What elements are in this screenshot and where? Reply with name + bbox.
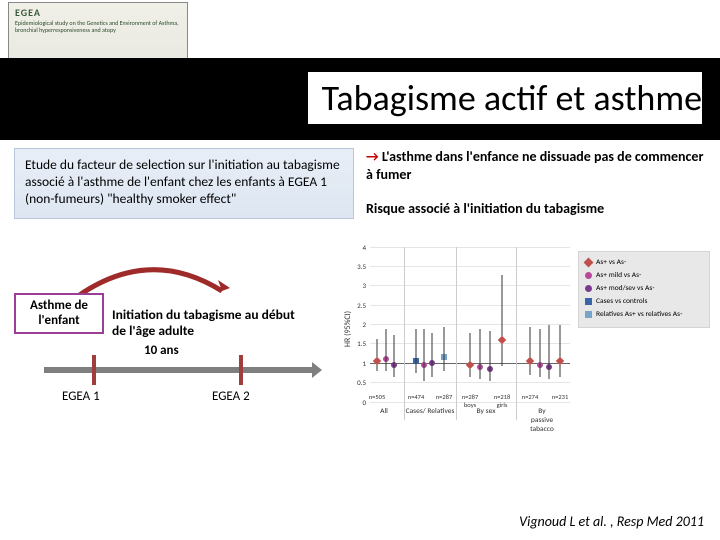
data-point bbox=[499, 337, 505, 343]
citation: Vignoud L et al. , Resp Med 2011 bbox=[519, 513, 704, 530]
x-tick-label: n=287 bbox=[436, 393, 453, 401]
data-point bbox=[527, 358, 533, 364]
timeline-diagram: Asthme de l'enfant Initiation du tabagis… bbox=[14, 247, 706, 432]
ten-years-label: 10 ans bbox=[144, 343, 179, 358]
page-title: Tabagisme actif et asthme bbox=[308, 72, 702, 124]
data-point bbox=[537, 362, 543, 368]
x-group-label: Cases/ Relatives bbox=[406, 407, 455, 416]
x-group-label: All bbox=[380, 407, 388, 416]
initiation-box: Initiation du tabagisme au début de l'âg… bbox=[112, 307, 302, 339]
legend-item: Relatives As+ vs relatives As- bbox=[584, 309, 704, 321]
x-tick-label: n=274 bbox=[522, 393, 539, 401]
x-group-label: By passive tabacco bbox=[528, 407, 556, 434]
data-point bbox=[391, 362, 397, 368]
x-tick-label: n=218 bbox=[494, 393, 511, 401]
forest-plot: HR (95%CI) 00.511.522.533.54 n=505n=474n… bbox=[340, 247, 710, 427]
x-tick-label: n=474 bbox=[408, 393, 425, 401]
legend-item: As+ vs As- bbox=[584, 257, 704, 269]
timeline: 10 ans EGEA 1 EGEA 2 bbox=[44, 367, 314, 373]
data-point bbox=[429, 360, 435, 366]
data-point bbox=[413, 358, 419, 364]
egea2-label: EGEA 2 bbox=[212, 389, 250, 404]
egea1-label: EGEA 1 bbox=[62, 389, 100, 404]
tick-egea1 bbox=[92, 355, 96, 385]
chart-intro: Risque associé à l'initiation du tabagis… bbox=[366, 200, 706, 218]
legend-item: Cases vs controls bbox=[584, 296, 704, 308]
arrow-icon: → bbox=[366, 148, 379, 165]
data-point bbox=[487, 366, 493, 372]
x-tick-label: n=505 bbox=[369, 393, 386, 401]
data-point bbox=[383, 356, 389, 362]
tick-egea2 bbox=[239, 355, 243, 385]
asthma-box: Asthme de l'enfant bbox=[14, 293, 104, 335]
data-point bbox=[374, 358, 380, 364]
study-description-box: Etude du facteur de selection sur l'init… bbox=[14, 148, 354, 219]
legend: As+ vs As-As+ mild vs As-As+ mod/sev vs … bbox=[578, 251, 710, 328]
conclusion-text: → L'asthme dans l'enfance ne dissuade pa… bbox=[366, 148, 706, 219]
data-point bbox=[546, 364, 552, 370]
x-tick-label: n=287 bbox=[462, 393, 479, 401]
data-point bbox=[421, 362, 427, 368]
x-tick-label: n=231 bbox=[552, 393, 569, 401]
legend-item: As+ mod/sev vs As- bbox=[584, 283, 704, 295]
data-point bbox=[441, 354, 447, 360]
logo-title: EGEA bbox=[15, 7, 181, 18]
x-group-label: By sex bbox=[477, 407, 496, 416]
conclusion-line1: L'asthme dans l'enfance ne dissuade pas … bbox=[366, 148, 703, 183]
data-point bbox=[557, 358, 563, 364]
legend-item: As+ mild vs As- bbox=[584, 270, 704, 282]
data-point bbox=[467, 362, 473, 368]
y-axis-label: HR (95%CI) bbox=[343, 311, 353, 347]
logo-sub: Epidemiological study on the Genetics an… bbox=[15, 20, 181, 33]
data-point bbox=[477, 364, 483, 370]
